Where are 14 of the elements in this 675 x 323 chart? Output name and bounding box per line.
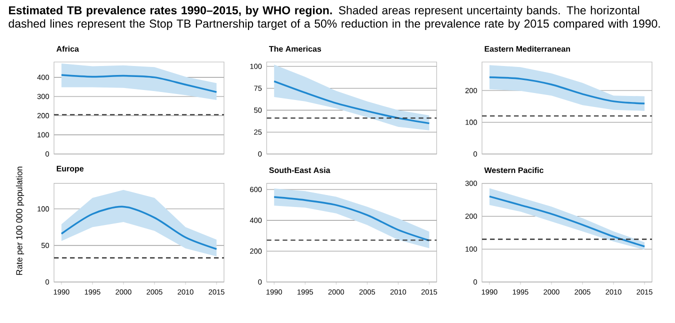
- chart-title: Africa: [56, 46, 79, 52]
- line-series: [273, 80, 430, 124]
- text: Estimated TB prevalence rates 1990–2015, by WHO region. Shaded areas represent uncertainty bands. The horizontal dashed lines represent the Stop TB Partnership target of a 50% reduction in the prevalence rate by 2015 compared with 1990.: [8, 6, 660, 30]
- line-series: [488, 196, 646, 248]
- chart-title: Western Pacific: [484, 167, 544, 174]
- chart-title: South-East Asia: [269, 167, 330, 174]
- line-series: [273, 196, 430, 242]
- chart-title: Europe: [56, 166, 84, 174]
- chart-title: Eastern Mediterranean: [484, 46, 570, 52]
- chart-title: The Americas: [269, 46, 322, 52]
- line-series: [60, 74, 218, 93]
- line-series: [488, 76, 646, 104]
- y-axis-title: Rate per 100 000 population: [16, 166, 24, 275]
- line-series: [60, 206, 218, 250]
